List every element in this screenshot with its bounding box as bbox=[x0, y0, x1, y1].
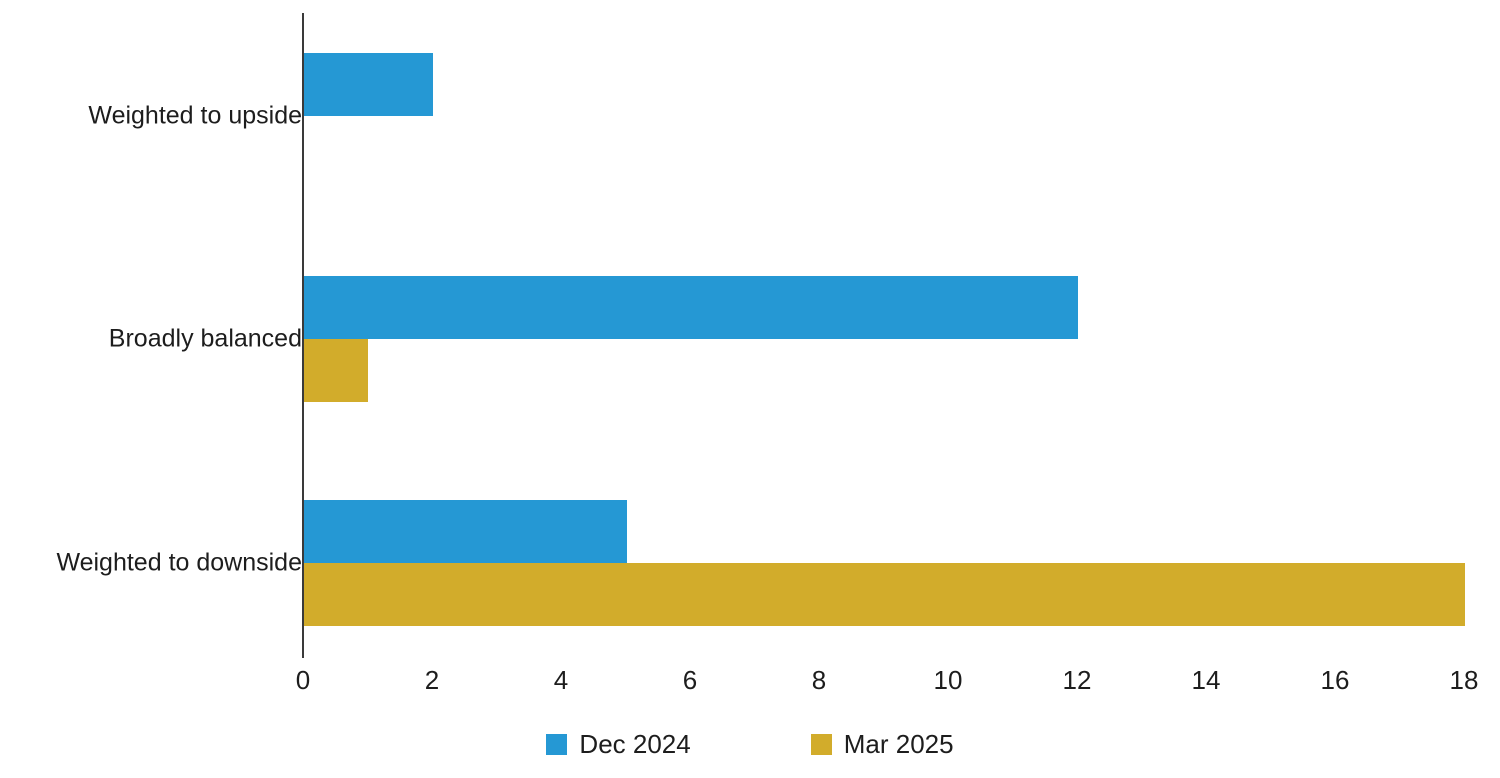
y-axis-line bbox=[302, 13, 304, 658]
legend-label: Mar 2025 bbox=[843, 729, 954, 759]
x-tick-label: 12 bbox=[1062, 665, 1092, 695]
bar-dec-2024-broadly-balanced bbox=[304, 276, 1078, 339]
legend-item-dec-2024: Dec 2024 bbox=[546, 729, 691, 760]
x-tick-label: 0 bbox=[295, 665, 311, 695]
x-tick-label: 6 bbox=[682, 665, 698, 695]
category-group-weighted-to-upside: Weighted to upside bbox=[88, 53, 1465, 179]
bar-dec-2024-weighted-to-upside bbox=[304, 53, 433, 116]
chart-legend: Dec 2024 Mar 2025 bbox=[0, 729, 1500, 760]
legend-item-mar-2025: Mar 2025 bbox=[810, 729, 954, 760]
bar-mar-2025-weighted-to-downside bbox=[304, 563, 1465, 626]
legend-swatch-dec-2024 bbox=[546, 734, 568, 755]
plot-area: Weighted to upside Broadly balanced Weight… bbox=[56, 13, 1465, 658]
bar-dec-2024-weighted-to-downside bbox=[304, 500, 627, 563]
legend-label: Dec 2024 bbox=[579, 729, 691, 759]
x-tick-label: 10 bbox=[933, 665, 963, 695]
x-tick-label: 16 bbox=[1320, 665, 1350, 695]
category-label: Weighted to upside bbox=[88, 101, 302, 130]
x-tick-label: 18 bbox=[1449, 665, 1479, 695]
legend-swatch-mar-2025 bbox=[810, 734, 832, 755]
x-axis-tick-labels: 0 2 4 6 8 10 12 14 16 18 bbox=[296, 665, 1479, 700]
x-tick-label: 14 bbox=[1191, 665, 1221, 695]
category-group-weighted-to-downside: Weighted to downside bbox=[56, 500, 1465, 626]
bar-mar-2025-broadly-balanced bbox=[304, 339, 369, 402]
x-tick-label: 4 bbox=[553, 665, 569, 695]
category-label: Broadly balanced bbox=[108, 324, 302, 353]
category-label: Weighted to downside bbox=[56, 548, 302, 577]
x-tick-label: 8 bbox=[811, 665, 827, 695]
x-tick-label: 2 bbox=[424, 665, 440, 695]
category-group-broadly-balanced: Broadly balanced bbox=[109, 276, 1465, 402]
